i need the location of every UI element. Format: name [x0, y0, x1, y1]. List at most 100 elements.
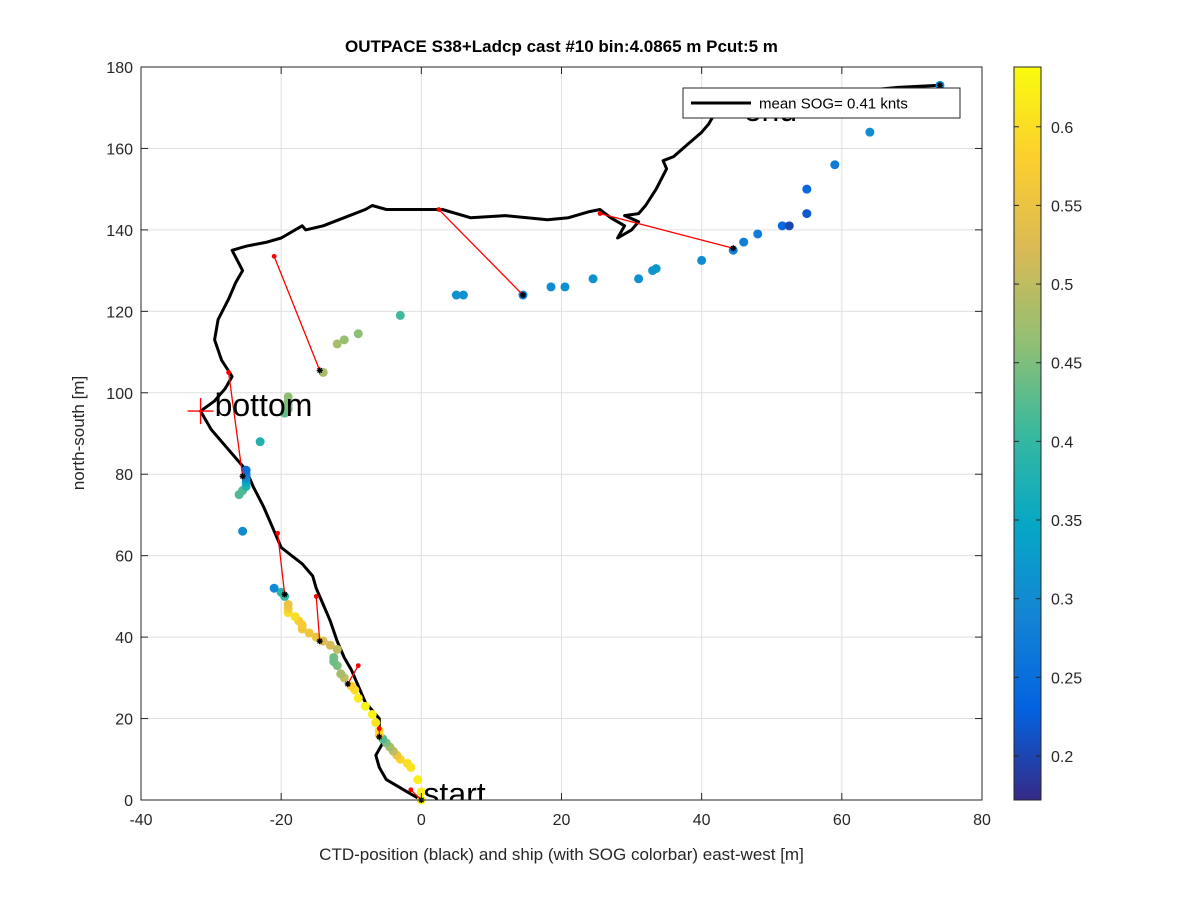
ship-point: [458, 290, 468, 300]
x-axis: -40 -20 0 20 40 60 80: [129, 67, 991, 829]
ship-point: [371, 718, 381, 728]
x-tick-label: -20: [270, 812, 293, 829]
black-mark: [519, 292, 526, 299]
colorbar-tick-label: 0.4: [1051, 434, 1073, 451]
legend-label: mean SOG= 0.41 knts: [759, 96, 908, 113]
black-mark-d2: [376, 734, 382, 740]
annotation-start: start: [423, 776, 485, 812]
ship-point: [560, 282, 570, 292]
ship-point: [238, 526, 248, 536]
ship-point: [290, 612, 300, 622]
connector-end-dot: [313, 593, 319, 599]
colorbar-tick-label: 0.35: [1051, 513, 1082, 530]
ship-point: [336, 669, 346, 679]
ship-point: [283, 600, 293, 610]
ship-point: [353, 693, 363, 703]
colorbar-ticks: 0.2 0.25 0.3 0.35 0.4 0.45 0.5 0.55 0.6: [1014, 120, 1082, 766]
ship-point: [329, 652, 339, 662]
black-mark: [376, 733, 383, 740]
connector-line: [227, 372, 244, 477]
black-mark-d2: [730, 245, 736, 251]
ship-point: [865, 127, 875, 137]
black-mark: [316, 367, 323, 374]
black-mark: [936, 82, 943, 89]
y-tick-label: 40: [115, 630, 133, 647]
ship-point: [325, 640, 335, 650]
annotation-bottom: bottom: [215, 387, 313, 423]
y-tick-label: 0: [124, 793, 133, 810]
y-tick-label: 100: [106, 386, 133, 403]
ship-point: [339, 335, 349, 345]
grid: [141, 67, 982, 800]
black-mark: [239, 473, 246, 480]
x-tick-label: 40: [693, 812, 711, 829]
y-tick-label: 140: [106, 223, 133, 240]
connector-end-dot: [355, 663, 361, 669]
black-mark: [281, 591, 288, 598]
connector-end-dot: [376, 726, 382, 732]
colorbar-tick-label: 0.5: [1051, 277, 1073, 294]
black-mark-d2: [937, 82, 943, 88]
connector-line: [273, 256, 321, 371]
connector-end-dot: [271, 253, 277, 259]
chart-title: OUTPACE S38+Ladcp cast #10 bin:4.0865 m …: [345, 37, 778, 56]
connector-line: [438, 209, 524, 296]
connector-line: [277, 533, 286, 595]
x-axis-label: CTD-position (black) and ship (with SOG …: [319, 845, 804, 864]
ship-point: [451, 290, 461, 300]
y-axis-label: north-south [m]: [69, 376, 88, 490]
black-mark: [316, 638, 323, 645]
connector-end-dot: [226, 370, 232, 375]
ship-point: [318, 636, 328, 646]
ship-point: [753, 229, 763, 239]
legend: mean SOG= 0.41 knts: [682, 87, 961, 119]
ship-point: [255, 437, 265, 447]
ship-point: [546, 282, 556, 292]
x-tick-label: 60: [833, 812, 851, 829]
ship-point: [413, 775, 423, 785]
ship-point: [588, 274, 598, 284]
connector-end-dot: [275, 530, 281, 536]
ctd-track-line: [199, 83, 942, 802]
ship-point: [241, 465, 251, 475]
y-axis: 0 20 40 60 80 100 120 140 160 180: [106, 60, 982, 810]
connector-line: [599, 212, 734, 249]
colorbar-tick-label: 0.3: [1051, 592, 1073, 609]
x-tick-label: 80: [973, 812, 991, 829]
y-tick-label: 80: [115, 467, 133, 484]
black-mark-d2: [317, 367, 323, 374]
black-mark: [730, 245, 737, 252]
black-mark-d2: [520, 292, 526, 298]
ship-point: [269, 583, 279, 593]
x-tick-label: 20: [553, 812, 571, 829]
colorbar-tick-label: 0.6: [1051, 120, 1073, 137]
ship-point: [777, 221, 787, 231]
connector-end-dot: [408, 787, 414, 793]
x-tick-label: -40: [129, 812, 152, 829]
ship-point: [360, 701, 370, 711]
connector-line: [315, 596, 321, 642]
black-mark-d2: [317, 638, 323, 644]
ship-point: [332, 339, 342, 349]
black-mark-d2: [282, 591, 288, 597]
ctd-track: [199, 83, 942, 802]
ship-point: [304, 628, 314, 638]
ship-point: [283, 392, 293, 402]
ship-point: [739, 237, 749, 247]
y-tick-label: 120: [106, 304, 133, 321]
black-mark-d2: [345, 681, 351, 687]
y-tick-label: 180: [106, 60, 133, 77]
y-tick-label: 60: [115, 549, 133, 566]
colorbar-tick-label: 0.25: [1051, 670, 1082, 687]
bottom-marker: [187, 398, 214, 425]
colorbar-tick-label: 0.45: [1051, 356, 1082, 373]
y-tick-label: 20: [115, 712, 133, 729]
ship-point: [634, 274, 644, 284]
ship-point: [416, 787, 426, 797]
connector-line: [347, 665, 359, 685]
ship-point: [802, 184, 812, 194]
ship-point: [353, 329, 363, 339]
connector-end-dot: [597, 211, 603, 217]
connectors: [226, 207, 734, 801]
